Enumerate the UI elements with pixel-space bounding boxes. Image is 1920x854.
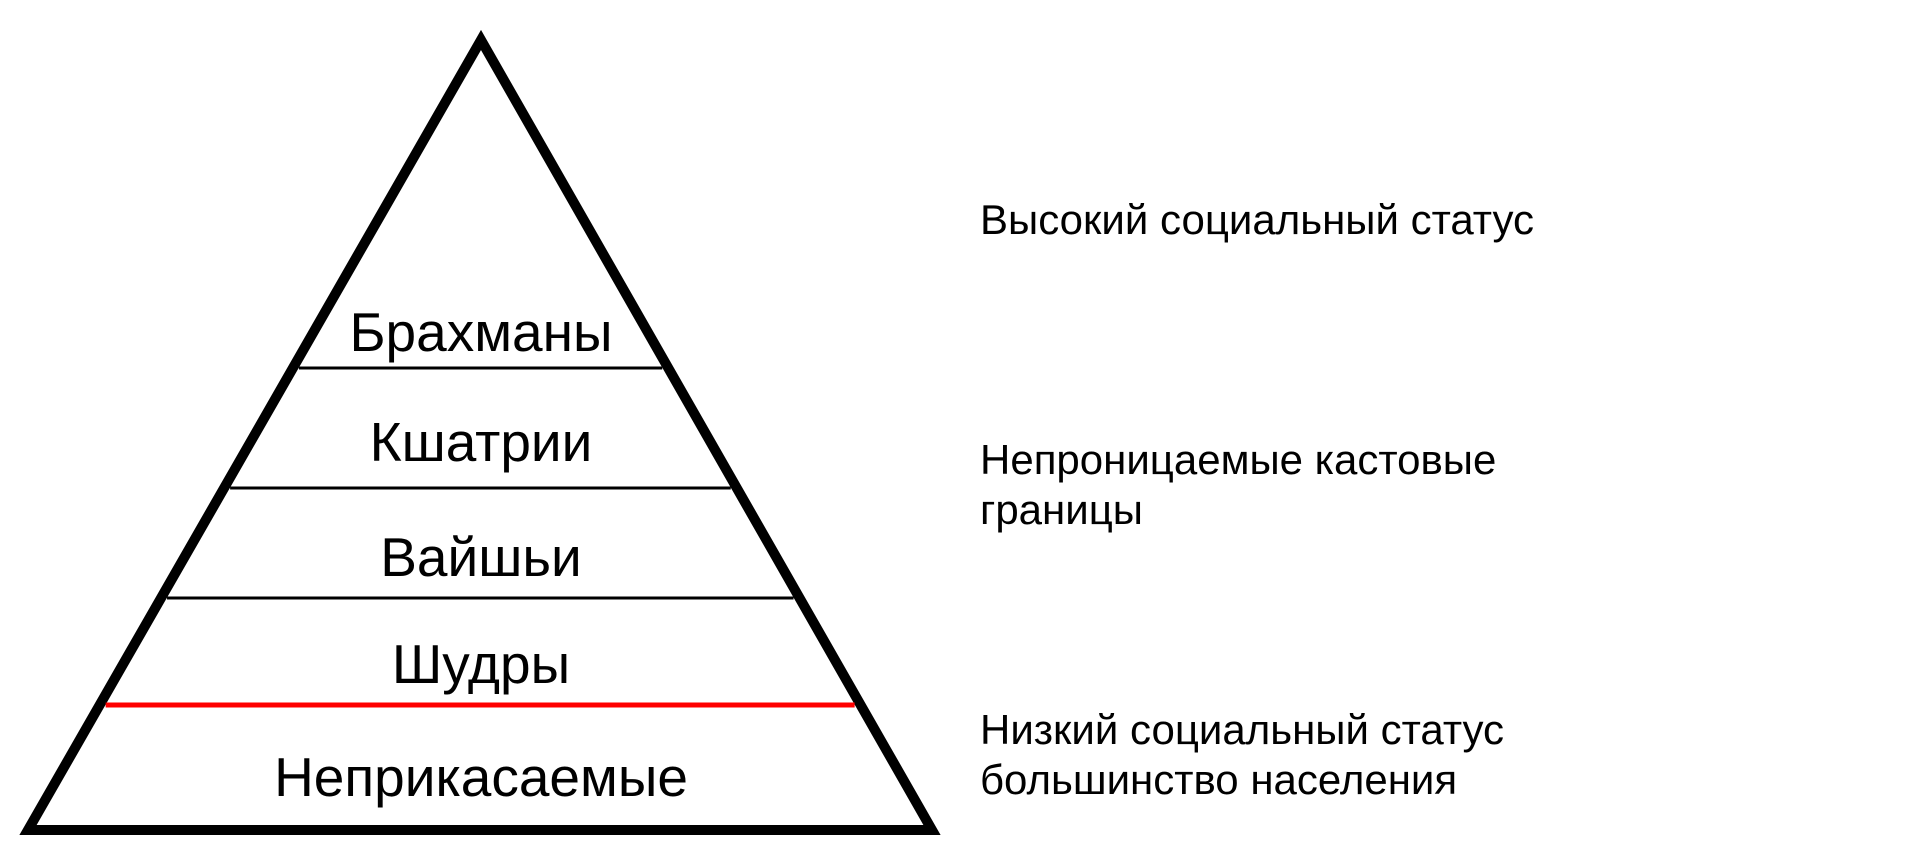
pyramid-level-4: Неприкасаемые — [0, 745, 962, 809]
pyramid-level-0: Брахманы — [0, 300, 962, 364]
diagram-container: Брахманы Кшатрии Вайшьи Шудры Неприкасаемые В… — [0, 0, 1920, 854]
side-label-1: Непроницаемые кастовыеграницы — [980, 435, 1496, 536]
pyramid-level-2: Вайшьи — [0, 525, 962, 589]
side-label-0: Высокий социальный статус — [980, 195, 1534, 245]
pyramid-level-1: Кшатрии — [0, 410, 962, 474]
side-label-2: Низкий социальный статусбольшинство насе… — [980, 705, 1504, 806]
pyramid-level-3: Шудры — [0, 632, 962, 696]
